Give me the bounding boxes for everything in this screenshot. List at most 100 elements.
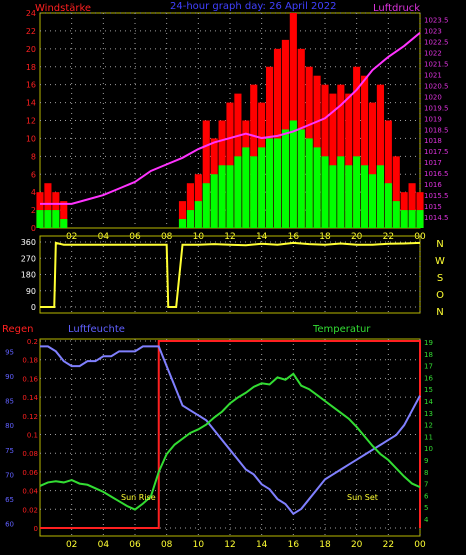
average-bar [313, 147, 321, 228]
gust-bar [368, 102, 377, 228]
humidity-tick-label: 90 [5, 373, 14, 381]
wind-tick-label: 12 [26, 117, 36, 126]
pressure-line-group [40, 31, 421, 205]
direction-y-ticks: 0 90 180 270 360 [21, 238, 36, 312]
direction-tick-label: 90 [26, 287, 36, 296]
average-bar [36, 210, 44, 228]
gust-bar [361, 75, 369, 228]
average-bar [266, 138, 274, 228]
temperature-line-group [39, 372, 421, 511]
average-bar [218, 165, 226, 228]
temperature-tick-label: 14 [424, 398, 433, 406]
humidity-tick-label: 95 [5, 348, 14, 356]
gust-bar [345, 93, 353, 228]
pressure-axis-label: Luftdruck [373, 3, 420, 14]
rain-tick-label: 0.02 [22, 506, 38, 514]
bottom-grid [40, 339, 421, 536]
average-bar [258, 147, 266, 228]
average-bar [226, 165, 234, 228]
temperature-tick-label: 16 [424, 374, 433, 382]
wind-tick-label: 24 [26, 9, 36, 18]
pressure-tick-label: 1017.5 [424, 148, 449, 156]
average-bar [384, 183, 392, 228]
bottom-x-tick-label: 06 [129, 540, 141, 550]
average-bar [194, 201, 202, 228]
gust-bar [384, 120, 392, 228]
average-bar [273, 138, 282, 228]
humidity-tick-label: 60 [5, 521, 14, 529]
temperature-tick-label: 11 [424, 433, 433, 441]
average-bar [44, 210, 52, 228]
direction-tick-label: 360 [21, 238, 36, 247]
bottom-x-tick-label: 10 [193, 540, 205, 550]
humidity-tick-label: 65 [5, 496, 14, 504]
gust-bar [186, 183, 194, 228]
sunrise-annotation: Sun Rise [121, 493, 156, 502]
bottom-x-tick-label: 20 [351, 540, 363, 550]
rain-tick-label: 0.04 [22, 488, 38, 496]
pressure-y-ticks: 1014.5 1015 1015.5 1016 1016.5 1017 1017.5 1018… [424, 17, 449, 222]
average-bar [368, 174, 377, 228]
wind-axis-label: Windstärke [35, 3, 91, 14]
pressure-tick-label: 1014.5 [424, 214, 449, 222]
temperature-y-ticks: 4 5 6 7 8 9 10 11 12 13 14 15 16 17 18 19 [424, 339, 433, 524]
average-bar [202, 183, 210, 228]
average-bar [250, 156, 258, 228]
rain-tick-label: 0.12 [22, 413, 38, 421]
humidity-y-ticks: 60 65 70 75 80 85 90 95 [5, 348, 14, 528]
pressure-tick-label: 1015 [424, 203, 442, 211]
bottom-x-tick-label: 00 [414, 540, 426, 550]
temperature-tick-label: 7 [424, 481, 428, 489]
pressure-tick-label: 1015.5 [424, 192, 449, 200]
humidity-tick-label: 85 [5, 398, 14, 406]
rain-tick-label: 0.1 [27, 432, 38, 440]
average-bars [36, 120, 424, 228]
wind-tick-label: 0 [31, 224, 36, 233]
gust-bar [392, 156, 400, 228]
temperature-tick-label: 12 [424, 422, 433, 430]
average-bar [52, 210, 60, 228]
gust-bar [202, 120, 210, 228]
humidity-line [40, 345, 421, 516]
humidity-temperature-chart: Regen Luftfeuchte Temperatur Sun Rise Su… [2, 324, 433, 550]
rain-tick-label: 0.08 [22, 450, 38, 458]
gust-bar [178, 201, 187, 228]
rain-tick-label: 0.06 [22, 469, 38, 477]
average-bar [297, 129, 305, 228]
compass-label: W [435, 256, 445, 267]
humidity-line-group [40, 345, 421, 516]
average-bar [210, 174, 218, 228]
rain-tick-label: 0.16 [22, 375, 38, 383]
pressure-tick-label: 1020.5 [424, 82, 449, 90]
pressure-tick-label: 1018.5 [424, 126, 449, 134]
average-bar [281, 129, 289, 228]
mid-grid [40, 236, 421, 313]
top-x-ticks: 02 04 06 08 10 12 14 16 18 20 22 00 [66, 232, 426, 242]
pressure-tick-label: 1023.5 [424, 17, 449, 25]
temperature-tick-label: 8 [424, 469, 428, 477]
compass-label: N [436, 239, 443, 250]
average-bar [353, 156, 361, 228]
gust-bar [353, 66, 361, 228]
rain-tick-label: 0.18 [22, 357, 38, 365]
bottom-x-tick-label: 04 [98, 540, 110, 550]
average-bar [345, 165, 353, 228]
wind-tick-label: 4 [31, 188, 36, 197]
wind-tick-label: 20 [26, 45, 36, 54]
wind-tick-label: 22 [26, 27, 36, 36]
temperature-tick-label: 18 [424, 351, 433, 359]
bottom-x-ticks: 02 04 06 08 10 12 14 16 18 20 22 00 [66, 540, 426, 550]
average-bar [361, 165, 369, 228]
gust-bar [408, 183, 416, 228]
humidity-tick-label: 75 [5, 447, 14, 455]
direction-line-group [40, 241, 421, 308]
direction-tick-label: 0 [31, 303, 36, 312]
average-bar [305, 138, 313, 228]
average-bar [392, 201, 400, 228]
average-bar [408, 210, 416, 228]
pressure-tick-label: 1017 [424, 159, 442, 167]
wind-tick-label: 8 [31, 152, 36, 161]
bottom-x-tick-label: 08 [161, 540, 173, 550]
